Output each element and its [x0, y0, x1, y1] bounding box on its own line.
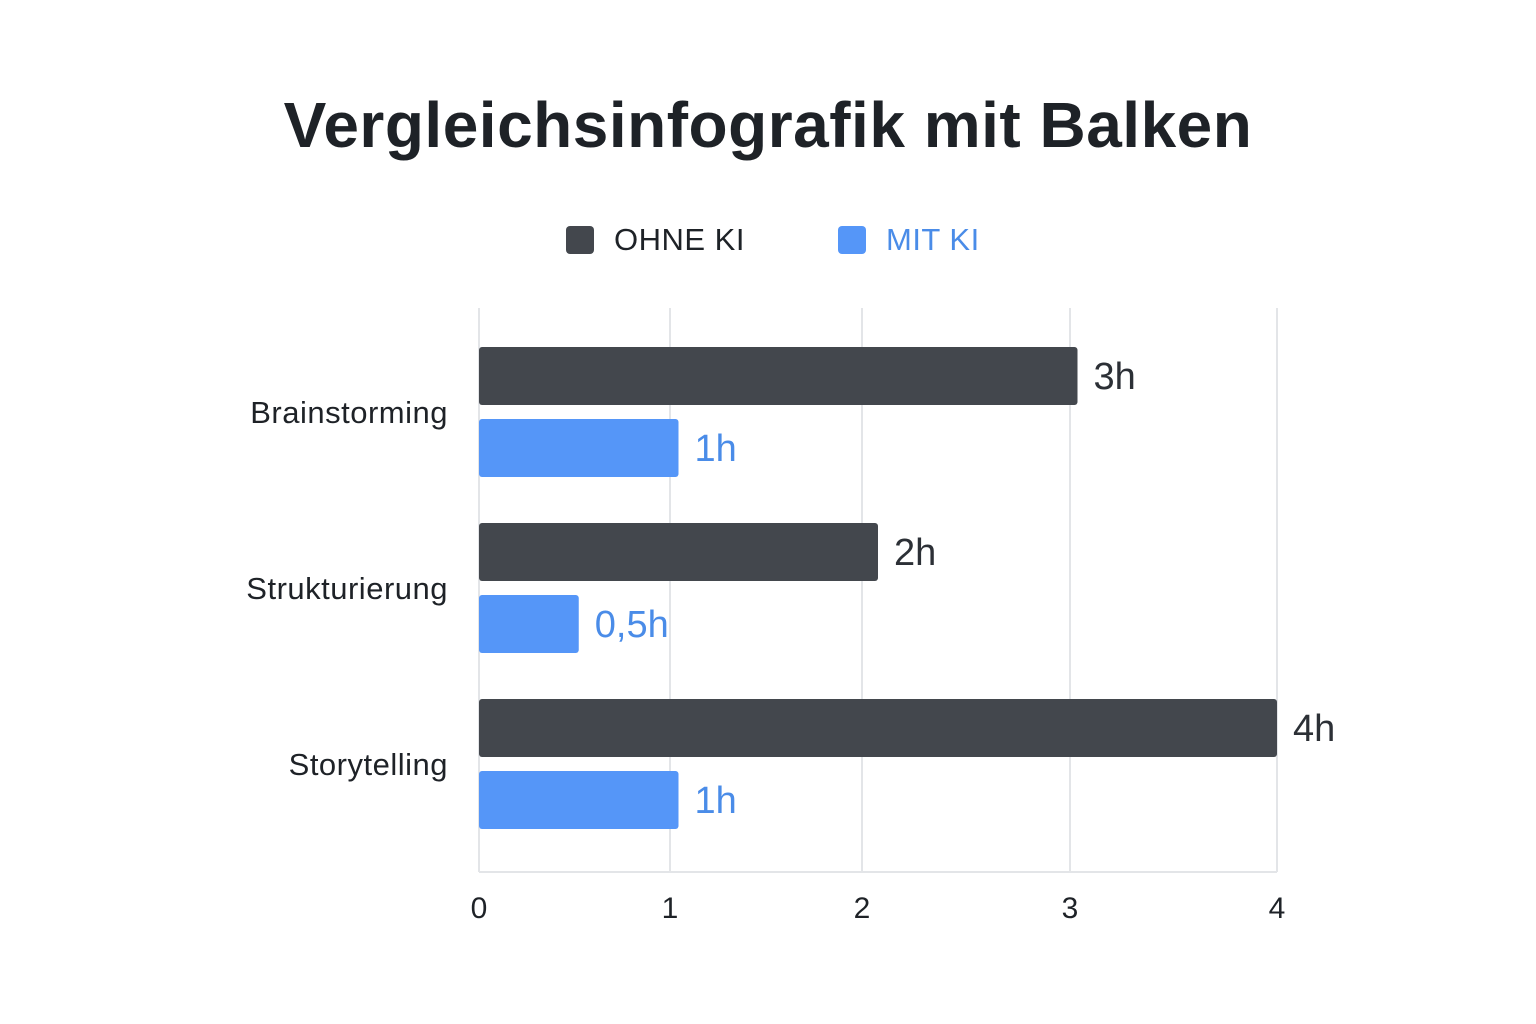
legend-label-mit-ki: MIT KI — [886, 222, 980, 257]
data-label-strukturierung-ohne-ki: 2h — [894, 532, 936, 574]
x-tick-label-3: 3 — [1062, 892, 1079, 925]
data-label-brainstorming-mit-ki: 1h — [695, 428, 737, 470]
bar-brainstorming-mit-ki — [479, 419, 679, 477]
legend: OHNE KI MIT KI — [0, 220, 1536, 260]
x-tick-label-0: 0 — [471, 892, 488, 925]
category-label-brainstorming: Brainstorming — [250, 395, 448, 430]
bar-brainstorming-ohne-ki — [479, 347, 1078, 405]
labels: 0 1 2 3 4 Brainstorming 3h 1h Strukturierung 2h 0,… — [246, 356, 1335, 925]
legend-item-ohne-ki: OHNE KI — [566, 220, 745, 260]
category-label-strukturierung: Strukturierung — [246, 571, 448, 606]
legend-label-ohne-ki: OHNE KI — [614, 222, 745, 257]
data-label-brainstorming-ohne-ki: 3h — [1094, 356, 1136, 398]
x-tick-label-1: 1 — [662, 892, 679, 925]
chart-title: Vergleichsinfografik mit Balken — [283, 89, 1253, 161]
x-tick-label-4: 4 — [1269, 892, 1286, 925]
category-label-storytelling: Storytelling — [289, 747, 448, 782]
bar-storytelling-ohne-ki — [479, 699, 1277, 757]
legend-item-mit-ki: MIT KI — [838, 220, 980, 260]
data-label-strukturierung-mit-ki: 0,5h — [595, 604, 669, 646]
bar-storytelling-mit-ki — [479, 771, 679, 829]
bar-strukturierung-ohne-ki — [479, 523, 878, 581]
bars — [479, 347, 1277, 829]
bar-strukturierung-mit-ki — [479, 595, 579, 653]
data-label-storytelling-ohne-ki: 4h — [1293, 708, 1335, 750]
data-label-storytelling-mit-ki: 1h — [695, 780, 737, 822]
legend-swatch-mit-ki — [838, 226, 866, 254]
legend-swatch-ohne-ki — [566, 226, 594, 254]
x-tick-label-2: 2 — [854, 892, 871, 925]
